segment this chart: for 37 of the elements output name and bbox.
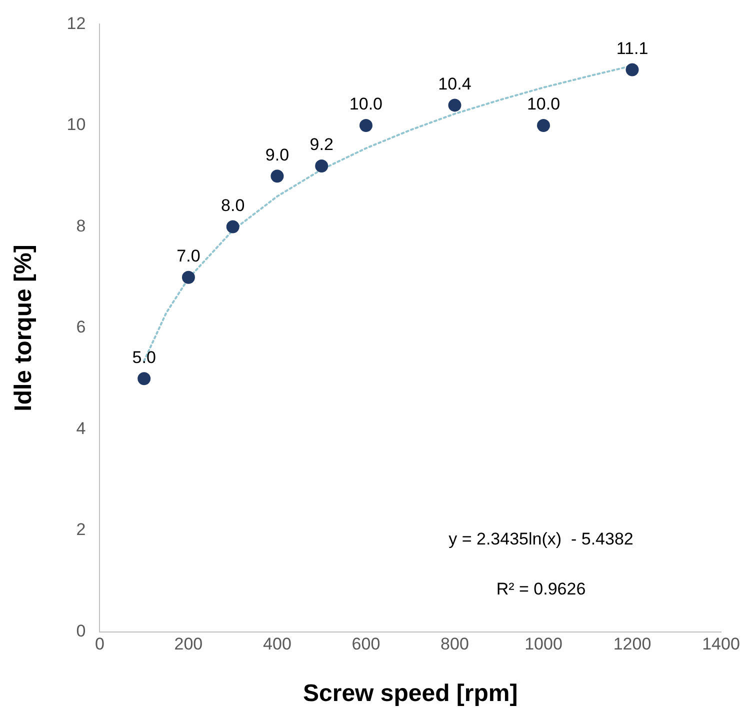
y-tick-label: 0 bbox=[76, 621, 86, 640]
x-tick-label: 600 bbox=[352, 634, 380, 654]
x-tick-label: 0 bbox=[94, 634, 104, 654]
point bbox=[226, 220, 240, 234]
x-axis-title: Screw speed [rpm] bbox=[302, 680, 518, 708]
y-tick-label: 8 bbox=[76, 216, 86, 236]
data-label: 10.4 bbox=[438, 74, 472, 94]
point bbox=[626, 63, 639, 76]
y-tick-label: 4 bbox=[76, 418, 86, 438]
data-label: 7.0 bbox=[176, 246, 200, 266]
data-label: 10.0 bbox=[349, 94, 383, 114]
y-axis-title: Idle torque [%] bbox=[10, 244, 38, 412]
point bbox=[359, 118, 372, 132]
data-label: 11.1 bbox=[616, 38, 648, 58]
point bbox=[182, 270, 195, 284]
x-tick-label: 1400 bbox=[702, 634, 740, 654]
data-label: 10.0 bbox=[526, 94, 560, 114]
x-tick-label: 400 bbox=[263, 634, 292, 654]
y-tick-label: 2 bbox=[76, 520, 86, 540]
data-label: 8.0 bbox=[221, 196, 245, 215]
point bbox=[270, 170, 284, 183]
point bbox=[315, 159, 328, 172]
y-tick-label: 12 bbox=[66, 14, 86, 33]
x-tick-label: 1200 bbox=[613, 634, 652, 654]
x-tick-label: 800 bbox=[440, 634, 469, 654]
x-tick-label: 1000 bbox=[524, 634, 562, 654]
y-tick-label: 10 bbox=[66, 115, 86, 134]
point bbox=[138, 372, 151, 386]
annotation: R² = 0.9626 bbox=[496, 579, 586, 598]
point bbox=[448, 98, 462, 112]
data-label: 9.0 bbox=[265, 145, 290, 164]
annotation: y = 2.3435ln(x) - 5.4382 bbox=[448, 529, 634, 548]
point bbox=[536, 118, 550, 132]
y-tick-label: 6 bbox=[76, 318, 86, 337]
data-label: 9.2 bbox=[310, 135, 334, 154]
data-label: 5.0 bbox=[132, 348, 156, 367]
x-tick-label: 200 bbox=[174, 634, 203, 654]
